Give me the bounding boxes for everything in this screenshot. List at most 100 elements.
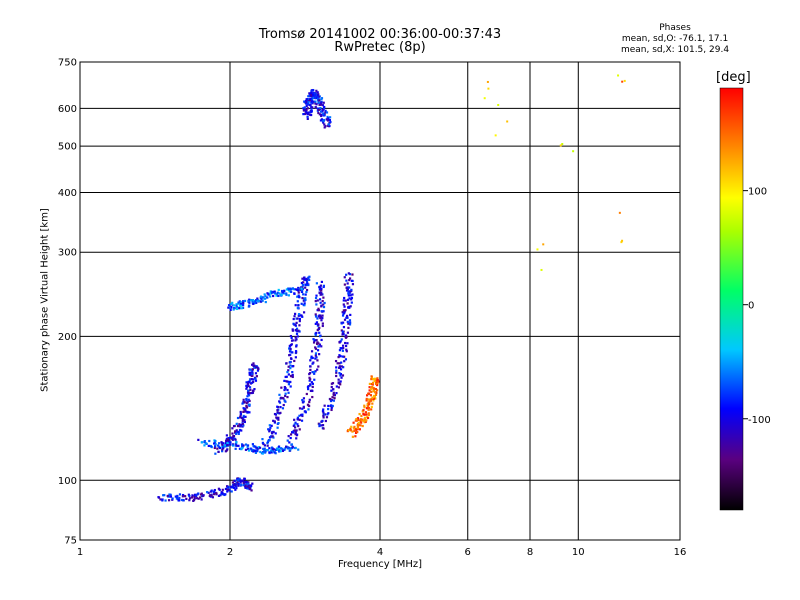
data-point (367, 398, 370, 401)
data-point (208, 439, 211, 443)
data-point (276, 448, 280, 452)
data-point (314, 354, 317, 357)
data-point (335, 374, 338, 378)
data-point (248, 411, 251, 414)
data-point (241, 418, 245, 421)
data-point (241, 402, 244, 405)
data-point (317, 309, 320, 312)
data-point (368, 382, 371, 385)
data-point (285, 380, 288, 383)
data-point (277, 418, 280, 421)
data-point (197, 492, 200, 495)
data-point (301, 414, 304, 418)
data-point (285, 292, 288, 295)
data-point (276, 405, 279, 408)
data-point (277, 288, 280, 292)
data-point (251, 389, 255, 392)
data-point (294, 288, 297, 291)
data-point (254, 300, 257, 303)
data-point (244, 409, 247, 412)
data-point (320, 103, 323, 106)
data-point (238, 447, 242, 450)
data-point (202, 494, 205, 497)
data-point (210, 494, 213, 497)
data-point (316, 317, 319, 320)
x-tick-label: 16 (674, 547, 687, 558)
data-point (316, 359, 319, 362)
data-point (346, 342, 349, 345)
data-point (360, 421, 363, 424)
data-point (206, 491, 209, 494)
data-point (306, 403, 310, 406)
data-point (283, 399, 286, 402)
data-point (314, 102, 317, 105)
data-point (174, 495, 177, 498)
data-point (272, 450, 275, 453)
data-point (297, 313, 301, 316)
data-point (251, 448, 255, 452)
data-point (363, 418, 367, 421)
data-point (322, 310, 325, 313)
x-axis-label: Frequency [MHz] (337, 559, 423, 570)
data-point (286, 388, 289, 392)
data-point (327, 123, 330, 126)
data-point (320, 424, 323, 427)
data-point (305, 280, 309, 283)
data-point (242, 484, 245, 487)
data-point (268, 428, 271, 432)
data-point (224, 493, 227, 496)
data-point (310, 93, 313, 97)
y-tick-label: 750 (58, 58, 77, 69)
data-point (251, 374, 254, 377)
data-point (340, 365, 343, 368)
data-point (263, 444, 266, 447)
data-point (249, 378, 252, 381)
data-point (291, 328, 294, 331)
data-point (351, 273, 354, 276)
data-point (325, 416, 329, 419)
data-point (261, 441, 264, 444)
data-point (239, 423, 242, 427)
data-point (350, 298, 353, 301)
data-point (370, 408, 373, 411)
data-point (278, 449, 281, 452)
data-point (346, 331, 350, 334)
phase-scatter-points (157, 74, 626, 502)
data-point (344, 358, 348, 361)
data-point (290, 339, 294, 342)
data-point (288, 441, 291, 444)
data-point (314, 333, 317, 337)
data-point (345, 316, 348, 319)
data-point (227, 437, 231, 440)
data-point (261, 299, 264, 302)
data-point (366, 416, 370, 420)
data-point (275, 293, 278, 296)
data-point (322, 296, 325, 299)
data-point (340, 347, 343, 350)
data-point (234, 447, 237, 450)
data-point (377, 380, 380, 383)
data-point (341, 330, 344, 333)
data-point (261, 452, 264, 455)
data-point (344, 334, 348, 337)
data-point (251, 370, 254, 373)
data-point (371, 383, 374, 386)
data-point (367, 408, 370, 411)
data-point (620, 241, 623, 244)
data-point (308, 92, 311, 95)
data-point (348, 277, 352, 280)
data-point (294, 328, 297, 332)
data-point (623, 79, 626, 82)
data-point (285, 288, 289, 291)
data-point (224, 487, 228, 491)
data-point (229, 443, 232, 446)
data-point (242, 301, 245, 305)
data-point (308, 379, 311, 382)
data-point (291, 365, 294, 368)
data-point (220, 493, 223, 496)
data-point (287, 447, 290, 450)
data-point (221, 450, 224, 453)
data-point (246, 445, 249, 448)
x-tick-label: 2 (227, 547, 233, 558)
